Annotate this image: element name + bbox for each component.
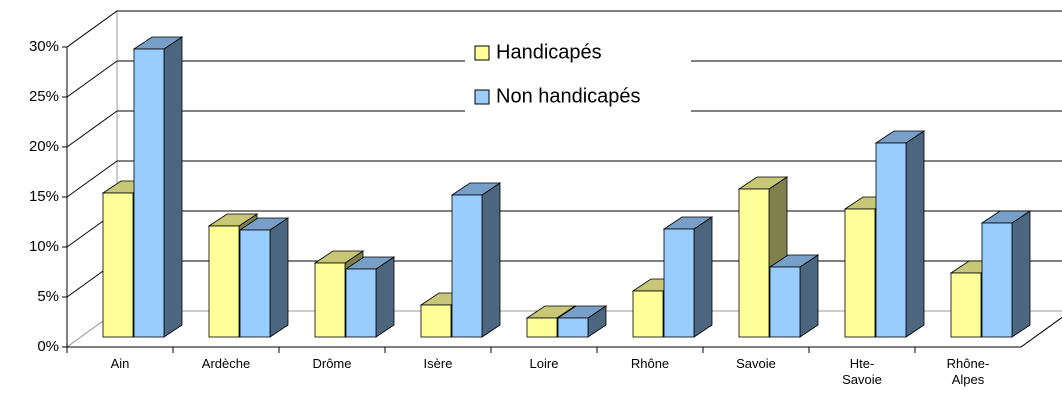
legend bbox=[465, 33, 691, 123]
bar-front bbox=[208, 225, 240, 338]
x-tick-label: Rhône-Alpes bbox=[946, 356, 990, 387]
grid-line bbox=[66, 110, 118, 148]
x-tick-label: Hte-Savoie bbox=[842, 356, 882, 387]
bar-front bbox=[632, 290, 664, 338]
x-tick-label: Drôme bbox=[312, 356, 352, 371]
bar bbox=[556, 305, 608, 338]
grid-line bbox=[66, 10, 118, 48]
bar-front bbox=[844, 208, 876, 338]
y-tick-label: 15% bbox=[29, 188, 59, 205]
bar-side bbox=[799, 254, 819, 338]
bar-front bbox=[663, 228, 695, 338]
bar bbox=[450, 182, 502, 338]
bar bbox=[980, 210, 1032, 338]
bar-front bbox=[950, 272, 982, 338]
y-tick-label: 10% bbox=[29, 238, 59, 255]
bar-side bbox=[693, 216, 713, 338]
bar-front bbox=[875, 142, 907, 338]
bar-front bbox=[345, 268, 377, 338]
y-tick-label: 25% bbox=[29, 88, 59, 105]
legend-swatch bbox=[474, 89, 490, 105]
x-tick-label: Ain bbox=[110, 356, 130, 371]
bar-side bbox=[163, 36, 183, 338]
x-tick-label: Loire bbox=[529, 356, 559, 371]
bar-front bbox=[314, 262, 346, 338]
bar-front bbox=[526, 317, 558, 338]
x-tick-label: Savoie bbox=[736, 356, 776, 371]
bar-front bbox=[769, 266, 801, 338]
bar bbox=[344, 256, 396, 338]
bar bbox=[768, 254, 820, 338]
bar-front bbox=[420, 304, 452, 338]
floor-edge bbox=[1020, 316, 1062, 348]
y-tick-label: 30% bbox=[29, 38, 59, 55]
bar-side bbox=[375, 256, 395, 338]
bar bbox=[874, 130, 926, 338]
bar-front bbox=[738, 188, 770, 338]
bar bbox=[238, 217, 290, 338]
x-tick-label: Ardèche bbox=[201, 356, 251, 371]
bar-side bbox=[481, 182, 501, 338]
bar-side bbox=[1011, 210, 1031, 338]
legend-swatch bbox=[474, 45, 490, 61]
bar bbox=[132, 36, 184, 338]
y-tick-label: 5% bbox=[37, 288, 59, 305]
bar-front bbox=[102, 192, 134, 338]
bar-front bbox=[557, 317, 589, 338]
bar bbox=[662, 216, 714, 338]
y-tick-label: 0% bbox=[37, 338, 59, 355]
bar-front bbox=[239, 229, 271, 338]
bar-front bbox=[133, 48, 165, 338]
bar-side bbox=[269, 217, 289, 338]
y-tick-label: 20% bbox=[29, 138, 59, 155]
grid-line bbox=[66, 60, 118, 98]
bar-front bbox=[451, 194, 483, 338]
bar-side bbox=[905, 130, 925, 338]
x-tick-label: Rhône bbox=[630, 356, 670, 371]
legend-label: Non handicapés bbox=[496, 85, 641, 107]
x-tick-label: Isère bbox=[423, 356, 453, 371]
bar bbox=[737, 176, 789, 338]
bar-front bbox=[981, 222, 1013, 338]
grid-line bbox=[66, 160, 118, 198]
legend-label: Handicapés bbox=[496, 41, 602, 63]
